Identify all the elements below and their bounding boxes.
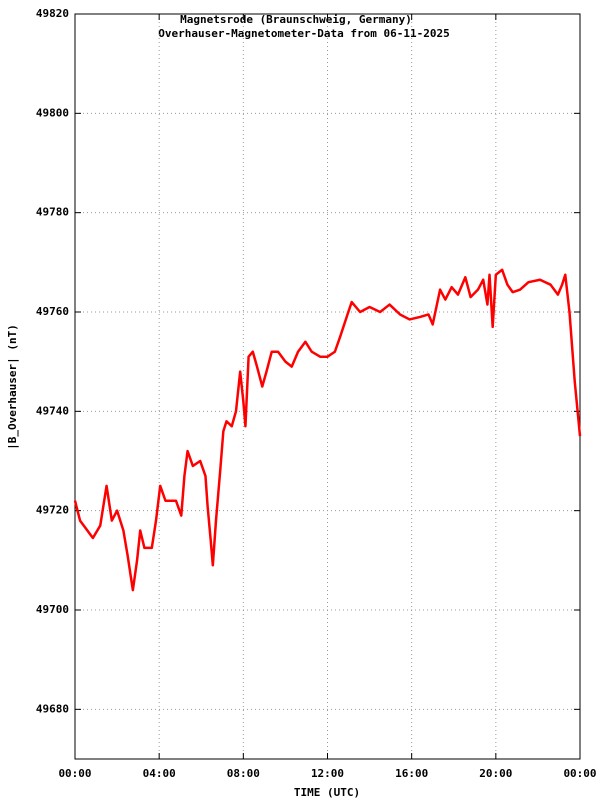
- x-tick-label: 00:00: [563, 767, 596, 780]
- x-tick-label: 12:00: [311, 767, 344, 780]
- y-tick-label: 49740: [36, 404, 69, 417]
- y-tick-label: 49720: [36, 504, 69, 517]
- y-tick-label: 49700: [36, 603, 69, 616]
- y-tick-label: 49760: [36, 305, 69, 318]
- x-axis-label: TIME (UTC): [294, 786, 360, 799]
- x-tick-label: 04:00: [143, 767, 176, 780]
- y-axis-label: |B_Overhauser| (nT): [6, 324, 19, 450]
- y-tick-label: 49800: [36, 106, 69, 119]
- y-tick-label: 49680: [36, 702, 69, 715]
- data-line: [73, 268, 582, 592]
- y-tick-label: 49820: [36, 7, 69, 20]
- x-tick-label: 20:00: [479, 767, 512, 780]
- x-tick-label: 00:00: [58, 767, 91, 780]
- plot-frame: [74, 13, 581, 760]
- x-tick-label: 16:00: [395, 767, 428, 780]
- chart-subtitle: Overhauser-Magnetometer-Data from 06-11-…: [158, 27, 449, 40]
- x-tick-label: 08:00: [227, 767, 260, 780]
- chart-title: Magnetsrode (Braunschweig, Germany): [180, 13, 412, 26]
- y-tick-label: 49780: [36, 206, 69, 219]
